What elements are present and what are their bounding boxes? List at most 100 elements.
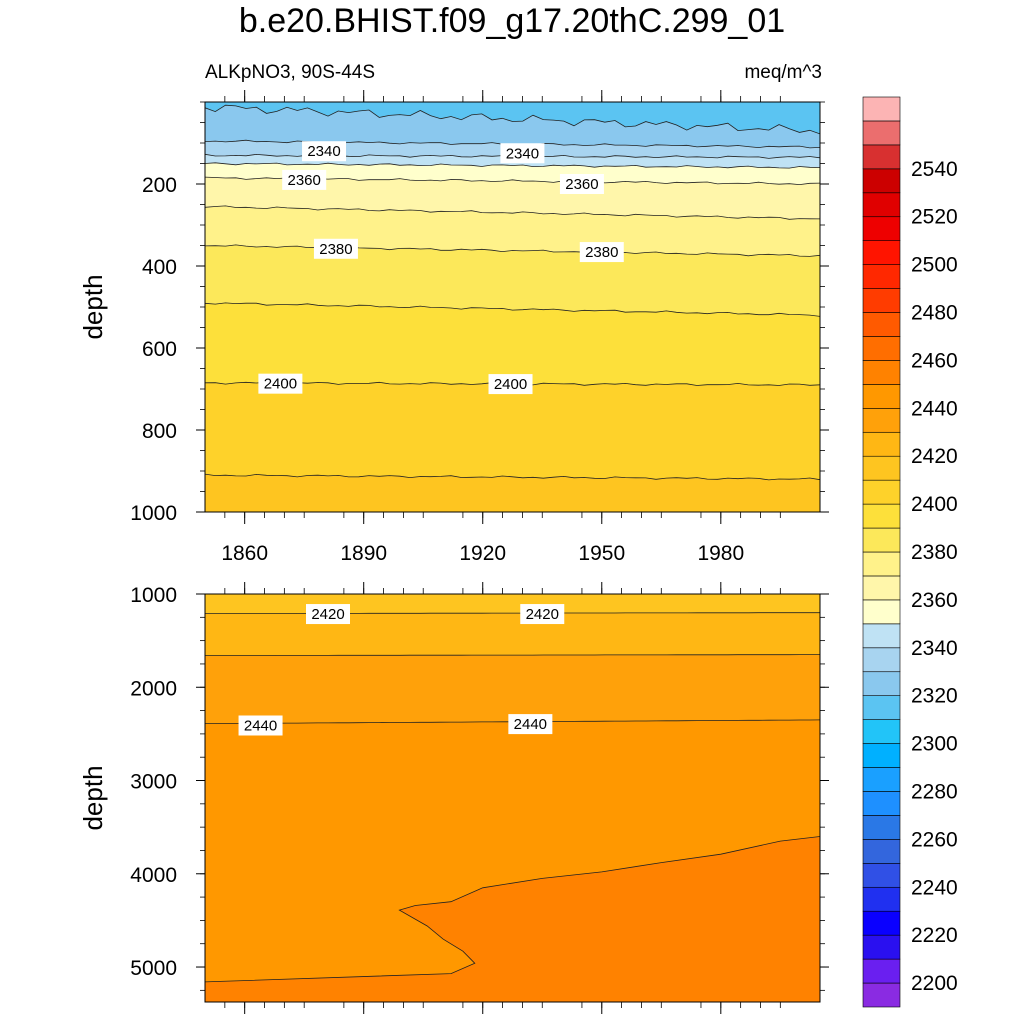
- contour-label-box: [302, 141, 347, 162]
- colorbar-swatch: [862, 527, 901, 553]
- colorbar: 2200 2220 2240 2260 2280 2300 2320 2340 2360 2380…: [862, 96, 958, 1008]
- colorbar-swatch: [862, 192, 901, 218]
- y-tick-label: 600: [142, 338, 177, 361]
- colorbar-swatch: [862, 479, 901, 505]
- colorbar-swatch: [862, 647, 901, 673]
- colorbar-label: 2500: [911, 254, 958, 277]
- y-tick-label: 5000: [130, 957, 177, 980]
- colorbar-swatch: [862, 264, 901, 289]
- colorbar-swatch: [862, 719, 901, 744]
- variable-region-label: ALKpNO3, 90S-44S: [205, 62, 376, 83]
- panel-upper: 2340 2340 2360 2360 2380 2380 2400 2400 200 400 60…: [78, 90, 829, 525]
- colorbar-label: 2340: [911, 637, 958, 660]
- colorbar-swatch: [862, 767, 901, 792]
- contour-line: [205, 836, 820, 983]
- colorbar-label: 2420: [911, 445, 958, 468]
- colorbar-swatch: [862, 695, 901, 720]
- colorbar-swatch: [862, 599, 901, 625]
- contour-label: 2400: [258, 373, 303, 394]
- contour-label: 2340: [500, 143, 545, 164]
- colorbar-swatch: [862, 551, 901, 577]
- contour-label-text: 2400: [264, 376, 297, 393]
- y-tick-label: 200: [142, 174, 177, 197]
- colorbar-label: 2220: [911, 924, 958, 947]
- colorbar-swatch: [862, 839, 901, 864]
- colorbar-swatch: [862, 288, 901, 313]
- colorbar-label: 2320: [911, 685, 958, 708]
- contour-line: [205, 205, 820, 220]
- contour-label: 2440: [508, 714, 553, 735]
- colorbar-swatch: [862, 431, 901, 457]
- colorbar-swatch: [862, 96, 901, 122]
- colorbar-swatch: [862, 216, 901, 241]
- contour-label-text: 2340: [506, 145, 539, 162]
- panel-fills: [205, 102, 820, 512]
- colorbar-swatch: [862, 120, 901, 146]
- colorbar-swatch: [862, 408, 901, 433]
- x-tick-label: 1920: [459, 542, 506, 565]
- contour-label-box: [313, 238, 358, 259]
- colorbar-swatch: [862, 144, 901, 170]
- colorbar-swatch: [862, 815, 901, 840]
- contour-label-box: [488, 374, 533, 395]
- colorbar-swatch: [862, 671, 901, 696]
- contour-label-box: [579, 242, 624, 263]
- y-axis-label: depth: [78, 765, 108, 830]
- colorbar-swatch: [862, 958, 901, 984]
- colorbar-swatch: [862, 910, 901, 936]
- contour-label-text: 2360: [565, 176, 598, 193]
- units-label: meq/m^3: [744, 62, 822, 83]
- colorbar-swatch: [862, 982, 901, 1008]
- panel-frame: [204, 593, 821, 1003]
- colorbar-label: 2280: [911, 780, 958, 803]
- y-axis-label: depth: [78, 274, 108, 339]
- colorbar-swatch: [862, 336, 901, 361]
- x-tick-label: 1950: [578, 542, 625, 565]
- colorbar-label: 2360: [911, 589, 958, 612]
- contour-label: 2440: [238, 715, 283, 736]
- x-tick-label: 1890: [340, 542, 387, 565]
- colorbar-label: 2480: [911, 302, 958, 325]
- y-tick-label: 1000: [130, 502, 177, 525]
- panel-fills: [205, 594, 820, 1002]
- y-tick-label: 800: [142, 420, 177, 443]
- contour-label-text: 2440: [244, 717, 277, 734]
- contour-label: 2340: [302, 141, 347, 162]
- contour-line: [205, 104, 820, 135]
- contour-label: 2380: [313, 238, 358, 259]
- colorbar-label: 2400: [911, 493, 958, 516]
- contour-label: 2420: [306, 604, 350, 625]
- colorbar-swatch: [862, 623, 901, 649]
- contour-label-box: [500, 143, 545, 164]
- colorbar-swatch: [862, 791, 901, 816]
- colorbar-swatch: [862, 168, 901, 194]
- colorbar-swatch: [862, 455, 901, 481]
- contour-label-box: [258, 373, 303, 394]
- fill-band: [205, 474, 820, 512]
- contour-line: [205, 162, 820, 169]
- y-tick-label: 1000: [130, 584, 177, 607]
- colorbar-swatch: [862, 934, 901, 960]
- contour-line: [205, 654, 820, 656]
- colorbar-label: 2300: [911, 733, 958, 756]
- colorbar-swatch: [862, 743, 901, 768]
- contour-label: 2420: [520, 604, 565, 625]
- panel-lower: 2420 2420 2440 2440 1000 2000 3000 4000 5000 dept…: [78, 582, 829, 1014]
- contour-label: 2360: [559, 174, 604, 194]
- contour-label-text: 2360: [288, 172, 321, 189]
- contour-label-text: 2440: [514, 716, 547, 733]
- colorbar-swatch: [862, 240, 901, 265]
- chart-title: b.e20.BHIST.f09_g17.20thC.299_01: [238, 2, 786, 40]
- colorbar-label: 2520: [911, 206, 958, 229]
- colorbar-swatch: [862, 384, 901, 409]
- colorbar-label: 2200: [911, 972, 958, 995]
- colorbar-label: 2460: [911, 349, 958, 372]
- fill-band: [205, 836, 820, 1002]
- contour-label-box: [508, 714, 553, 735]
- y-tick-label: 2000: [130, 677, 177, 700]
- contour-label-text: 2380: [319, 241, 352, 258]
- colorbar-label: 2260: [911, 828, 958, 851]
- contour-label: 2380: [579, 242, 624, 263]
- colorbar-swatch: [862, 312, 901, 337]
